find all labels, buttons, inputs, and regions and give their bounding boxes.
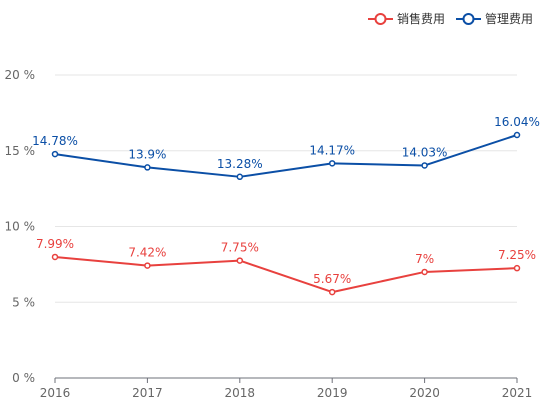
data-label: 7% (415, 252, 434, 266)
y-tick-label: 0 % (12, 371, 35, 385)
data-point[interactable] (328, 160, 336, 167)
y-tick-label: 15 % (5, 144, 36, 158)
legend-marker-icon (374, 13, 387, 25)
gridlines (55, 74, 517, 303)
x-tick-label: 2018 (225, 386, 256, 400)
legend-label: 管理费用 (485, 11, 533, 26)
x-tick-label: 2021 (502, 386, 533, 400)
y-tick-label: 20 % (5, 68, 36, 82)
axes: 0 % 5 % 10 % 15 % 20 % 2016 2017 2018 2019 2020 20… (5, 68, 533, 400)
x-tick-label: 2019 (317, 386, 348, 400)
data-point[interactable] (236, 257, 244, 264)
series-1: 14.78% 13.9% 13.28% 14.17% 14.03% 16.04% (32, 115, 540, 181)
data-label: 7.25% (498, 248, 536, 262)
legend[interactable]: 销售费用 管理费用 (368, 11, 533, 26)
series-lines: 7.99% 7.42% 7.75% 5.67% 7% 7.25% 14.78% 13.9% 13… (32, 115, 540, 296)
series-line (54, 134, 518, 178)
x-tick-label: 2020 (409, 386, 440, 400)
data-label: 13.9% (128, 147, 166, 161)
data-label: 14.17% (309, 143, 355, 157)
x-tick-label: 2016 (40, 386, 71, 400)
data-label: 14.03% (402, 145, 448, 159)
x-tick-label: 2017 (132, 386, 163, 400)
data-point[interactable] (236, 173, 244, 181)
data-label: 16.04% (494, 115, 540, 129)
data-label: 14.78% (32, 134, 78, 148)
y-tick-label: 10 % (5, 220, 36, 234)
data-point[interactable] (513, 264, 521, 272)
legend-item-0[interactable]: 销售费用 (368, 11, 445, 26)
data-point[interactable] (144, 262, 151, 269)
data-point[interactable] (421, 162, 428, 169)
data-label: 7.42% (128, 246, 166, 260)
data-point[interactable] (421, 268, 428, 276)
legend-marker-icon (462, 13, 475, 25)
y-tick-label: 5 % (12, 295, 35, 309)
data-label: 13.28% (217, 157, 263, 171)
legend-label: 销售费用 (397, 11, 445, 26)
data-label: 7.75% (221, 241, 259, 255)
series-0: 7.99% 7.42% 7.75% 5.67% 7% 7.25% (36, 237, 536, 296)
data-label: 7.99% (36, 237, 74, 251)
data-label: 5.67% (313, 272, 351, 286)
data-point[interactable] (144, 164, 151, 171)
data-point[interactable] (51, 150, 59, 158)
series-line (54, 255, 518, 294)
data-point[interactable] (513, 131, 521, 139)
legend-item-1[interactable]: 管理费用 (456, 11, 533, 26)
data-point[interactable] (51, 253, 59, 261)
data-point[interactable] (328, 288, 336, 296)
